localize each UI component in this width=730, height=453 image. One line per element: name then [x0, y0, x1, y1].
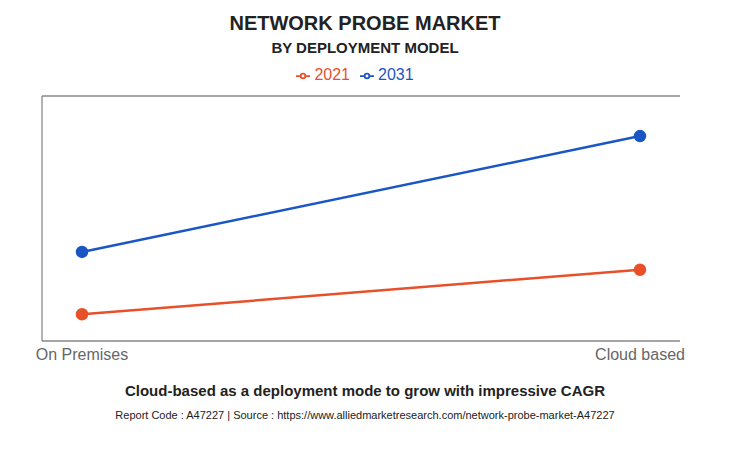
html-text:NETWORK PROBE MARKET: NETWORK PROBE MARKET: [229, 12, 501, 34]
html-text:Report Code : A47227 | Source: Report Code : A47227 | Source : https://…: [115, 409, 615, 421]
svg-text:Cloud based: Cloud based: [595, 346, 685, 363]
html-text:BY DEPLOYMENT MODEL: BY DEPLOYMENT MODEL: [271, 39, 459, 56]
html-text:2021: 2021: [314, 66, 350, 83]
html-text:Cloud-based as a deployment mo: Cloud-based as a deployment mode to grow…: [125, 382, 605, 399]
html-text:2031: 2031: [378, 66, 414, 83]
svg-text:On Premises: On Premises: [36, 346, 128, 363]
